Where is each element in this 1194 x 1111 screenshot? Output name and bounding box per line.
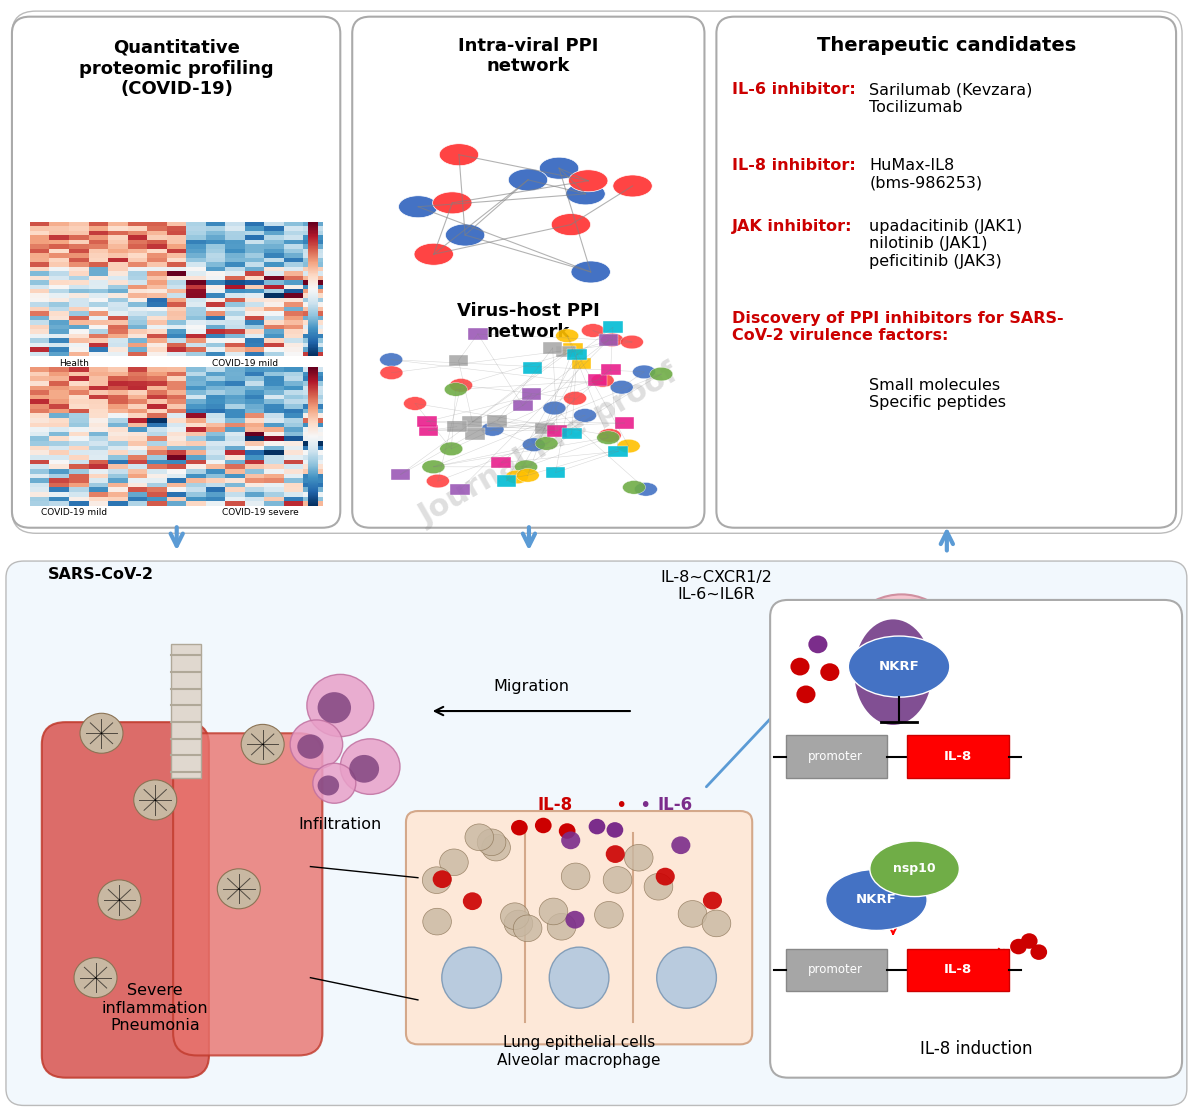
Circle shape	[1021, 933, 1038, 949]
Bar	[171, 644, 201, 778]
Circle shape	[380, 353, 402, 367]
Text: Health: Health	[59, 359, 90, 368]
Text: Infiltration: Infiltration	[298, 817, 382, 832]
Circle shape	[559, 823, 576, 839]
Text: HuMax-IL8
(bms-986253): HuMax-IL8 (bms-986253)	[869, 158, 983, 190]
Circle shape	[591, 373, 614, 388]
Circle shape	[505, 470, 528, 483]
Bar	[556, 346, 576, 357]
Circle shape	[349, 755, 380, 782]
Circle shape	[566, 911, 585, 929]
Text: Severe
inflammation
Pneumonia: Severe inflammation Pneumonia	[101, 983, 209, 1033]
Circle shape	[217, 869, 260, 909]
Circle shape	[607, 822, 623, 838]
Circle shape	[478, 829, 506, 855]
Text: nsp10: nsp10	[893, 862, 936, 875]
FancyBboxPatch shape	[786, 949, 887, 991]
FancyBboxPatch shape	[406, 811, 752, 1044]
Circle shape	[595, 901, 623, 928]
Circle shape	[399, 196, 438, 218]
Circle shape	[650, 368, 672, 381]
Bar	[546, 467, 566, 479]
Circle shape	[702, 910, 731, 937]
Bar	[390, 469, 411, 480]
Circle shape	[564, 391, 586, 406]
Ellipse shape	[869, 841, 960, 897]
Circle shape	[601, 333, 623, 347]
Circle shape	[513, 915, 542, 942]
Circle shape	[511, 820, 528, 835]
Circle shape	[790, 658, 810, 675]
Bar	[497, 476, 516, 487]
Circle shape	[589, 819, 605, 834]
Bar	[548, 424, 567, 437]
Ellipse shape	[855, 619, 931, 724]
Circle shape	[464, 824, 493, 851]
Circle shape	[808, 635, 827, 653]
Circle shape	[463, 892, 482, 910]
Text: JAK inhibitor:: JAK inhibitor:	[732, 219, 853, 234]
Text: NKRF: NKRF	[879, 660, 919, 673]
Circle shape	[290, 720, 343, 769]
Circle shape	[134, 780, 177, 820]
Text: upadacitinib (JAK1)
nilotinib (JAK1)
peficitinib (JAK3): upadacitinib (JAK1) nilotinib (JAK1) pef…	[869, 219, 1022, 269]
Circle shape	[613, 174, 652, 197]
Bar	[598, 334, 618, 346]
Text: IL-6: IL-6	[657, 797, 693, 814]
Text: COVID-19 severe: COVID-19 severe	[222, 508, 298, 517]
Bar	[419, 424, 438, 437]
Bar	[462, 416, 482, 428]
Circle shape	[241, 724, 284, 764]
Bar	[587, 374, 608, 386]
Circle shape	[1010, 939, 1027, 954]
Bar	[450, 483, 470, 496]
Text: Therapeutic candidates: Therapeutic candidates	[817, 36, 1077, 54]
Circle shape	[573, 409, 597, 422]
Circle shape	[380, 366, 402, 380]
Text: IL-8 inhibitor:: IL-8 inhibitor:	[732, 158, 856, 173]
Text: IL-8~CXCR1/2
IL-6~IL6R: IL-8~CXCR1/2 IL-6~IL6R	[660, 570, 773, 602]
Text: NKRF: NKRF	[879, 625, 919, 639]
Ellipse shape	[657, 947, 716, 1009]
Text: COVID-19 mild: COVID-19 mild	[41, 508, 107, 517]
Circle shape	[621, 336, 644, 349]
Circle shape	[404, 397, 426, 410]
FancyBboxPatch shape	[12, 11, 1182, 533]
Text: promoter: promoter	[808, 963, 863, 977]
Circle shape	[444, 382, 467, 397]
Circle shape	[500, 903, 529, 930]
Bar	[608, 446, 628, 458]
Circle shape	[74, 958, 117, 998]
Circle shape	[552, 213, 591, 236]
Circle shape	[605, 845, 624, 863]
Circle shape	[622, 481, 646, 494]
Circle shape	[568, 170, 608, 192]
Bar	[417, 416, 437, 428]
Ellipse shape	[833, 594, 970, 750]
Circle shape	[414, 243, 454, 266]
Circle shape	[432, 870, 451, 888]
Circle shape	[318, 775, 339, 795]
Circle shape	[603, 867, 632, 893]
Text: Virus-host PPI
network: Virus-host PPI network	[457, 302, 599, 341]
Circle shape	[671, 837, 690, 854]
FancyBboxPatch shape	[716, 17, 1176, 528]
Bar	[907, 735, 1009, 778]
FancyBboxPatch shape	[173, 733, 322, 1055]
Circle shape	[432, 192, 472, 213]
Circle shape	[540, 157, 579, 179]
Bar	[603, 321, 623, 333]
Ellipse shape	[549, 947, 609, 1009]
Circle shape	[796, 685, 816, 703]
Text: promoter: promoter	[808, 750, 863, 763]
Circle shape	[634, 482, 658, 497]
Circle shape	[547, 913, 576, 940]
Bar	[447, 421, 467, 432]
FancyBboxPatch shape	[352, 17, 704, 528]
Text: Sarilumab (Kevzara)
Tocilizumab: Sarilumab (Kevzara) Tocilizumab	[869, 82, 1033, 114]
Bar	[513, 400, 533, 411]
Circle shape	[80, 713, 123, 753]
Circle shape	[617, 439, 640, 453]
Circle shape	[98, 880, 141, 920]
Text: Neutrophils
activation: Neutrophils activation	[985, 633, 1077, 667]
